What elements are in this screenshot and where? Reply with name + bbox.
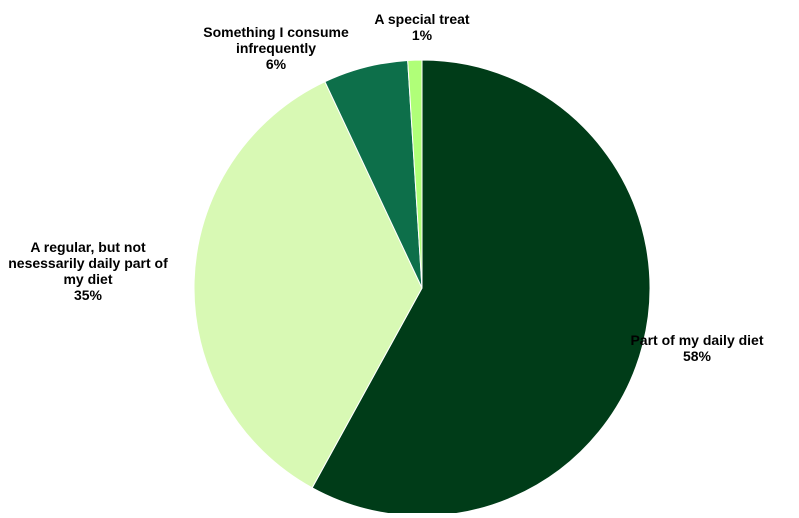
pie-slice-2-value-label: 35% (74, 287, 103, 303)
pie-slice-2-label-line-1: A regular, but not (30, 239, 146, 255)
pie-slice-3-label-line-2: infrequently (236, 40, 316, 56)
pie-slice-3-value-label: 6% (266, 56, 287, 72)
pie-slice-1-label-line-1: Part of my daily diet (630, 332, 763, 348)
pie-slice-4-value-label: 1% (412, 27, 433, 43)
pie-slice-2 (193, 81, 423, 489)
pie-slice-4 (407, 59, 423, 289)
pie-slice-2-label-line-2: nesessarily daily part of (8, 255, 168, 271)
pie-slice-2-label-line-3: my diet (63, 271, 112, 287)
pie-slice-1-value-label: 58% (683, 348, 712, 364)
pie-slice-3-label-line-1: Something I consume (203, 24, 349, 40)
pie-slices (193, 59, 651, 517)
pie-slice-4-label-line-1: A special treat (374, 11, 470, 27)
